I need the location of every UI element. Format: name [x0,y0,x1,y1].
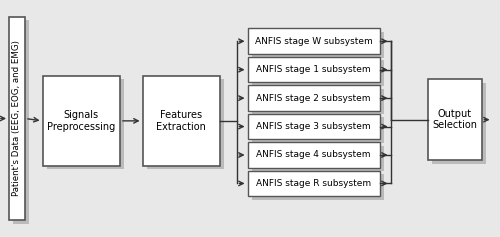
Text: Signals
Preprocessing: Signals Preprocessing [47,110,116,132]
Text: ANFIS stage 1 subsystem: ANFIS stage 1 subsystem [256,65,371,74]
Text: Features
Extraction: Features Extraction [156,110,206,132]
FancyBboxPatch shape [142,76,220,166]
Text: ANFIS stage 3 subsystem: ANFIS stage 3 subsystem [256,122,371,131]
FancyBboxPatch shape [252,174,384,200]
Text: ANFIS stage 4 subsystem: ANFIS stage 4 subsystem [256,150,371,160]
FancyBboxPatch shape [248,142,380,168]
FancyBboxPatch shape [432,83,486,164]
FancyBboxPatch shape [248,28,380,54]
Text: ANFIS stage R subsystem: ANFIS stage R subsystem [256,179,372,188]
Text: ANFIS stage W subsystem: ANFIS stage W subsystem [255,37,372,46]
FancyBboxPatch shape [252,89,384,114]
FancyBboxPatch shape [13,20,29,224]
FancyBboxPatch shape [252,32,384,58]
FancyBboxPatch shape [42,76,120,166]
FancyBboxPatch shape [46,79,124,169]
Text: Patient's Data (EEG, EOG, and EMG): Patient's Data (EEG, EOG, and EMG) [12,41,22,196]
Text: ANFIS stage 2 subsystem: ANFIS stage 2 subsystem [256,94,371,103]
FancyBboxPatch shape [252,146,384,171]
Text: Output
Selection: Output Selection [432,109,477,131]
FancyBboxPatch shape [428,79,482,160]
FancyBboxPatch shape [248,85,380,111]
FancyBboxPatch shape [9,17,25,220]
FancyBboxPatch shape [248,171,380,196]
FancyBboxPatch shape [248,57,380,82]
FancyBboxPatch shape [252,60,384,86]
FancyBboxPatch shape [146,79,224,169]
FancyBboxPatch shape [248,114,380,139]
FancyBboxPatch shape [252,117,384,143]
